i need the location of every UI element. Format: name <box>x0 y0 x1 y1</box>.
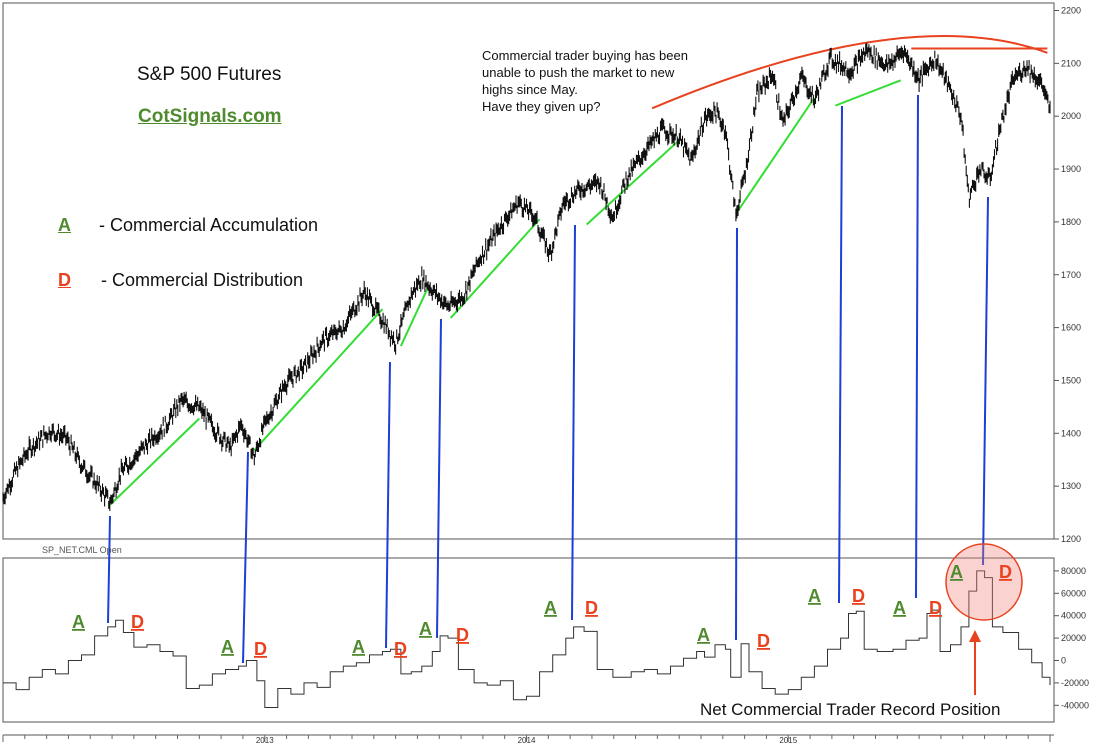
legend-distribution-text: - Commercial Distribution <box>101 270 304 290</box>
price-y-tick-label: 1900 <box>1061 164 1081 174</box>
distribution-marker: D <box>394 639 407 659</box>
net-y-tick-label: 40000 <box>1061 611 1086 621</box>
signal-markers: A DA D A DA DA DA DA DA DA D <box>72 562 1012 659</box>
net-y-tick-label: 60000 <box>1061 588 1086 598</box>
connector-line <box>571 224 576 621</box>
trend-segment <box>586 140 679 226</box>
accumulation-marker: A <box>697 625 710 645</box>
connector-line <box>915 94 919 599</box>
time-tick-label: 2014 <box>518 736 536 745</box>
legend-accumulation-letter: A <box>58 215 71 235</box>
accumulation-marker: A <box>893 598 906 618</box>
net-y-tick-label: -20000 <box>1061 678 1089 688</box>
accumulation-marker: A <box>352 637 365 657</box>
connector-line <box>982 196 989 566</box>
site-link[interactable]: CotSignals.com <box>138 106 282 127</box>
price-y-tick-label: 1500 <box>1061 375 1081 385</box>
accumulation-marker: A <box>544 598 557 618</box>
price-y-tick-label: 2000 <box>1061 111 1081 121</box>
distribution-marker: D <box>585 598 598 618</box>
resistance-overlay <box>651 35 1048 110</box>
price-series <box>2 42 1051 511</box>
resistance-arc <box>651 35 1048 110</box>
distribution-marker: D <box>757 631 770 651</box>
connector-line <box>735 227 738 641</box>
connector-lines <box>107 94 989 664</box>
distribution-marker: D <box>131 612 144 632</box>
record-callout: Net Commercial Trader Record Position <box>700 700 1001 719</box>
accumulation-marker: A <box>808 586 821 606</box>
connector-line <box>385 361 391 649</box>
accumulation-marker: A <box>950 562 963 582</box>
trend-segment <box>109 417 201 506</box>
price-bars <box>2 42 1051 511</box>
legend-accumulation-text: - Commercial Accumulation <box>99 215 319 235</box>
trend-segment <box>735 97 816 215</box>
price-y-tick-label: 1600 <box>1061 323 1081 333</box>
net-y-tick-label: 0 <box>1061 656 1066 666</box>
net-y-axis: 80000 60000 40000 20000 0 -20000 -40000 <box>1054 566 1089 710</box>
legend-distribution-letter: D <box>58 270 71 290</box>
price-panel-frame <box>2 2 1055 540</box>
time-axis: 2013 2014 2015 <box>2 735 1051 745</box>
price-y-tick-label: 1700 <box>1061 270 1081 280</box>
price-y-tick-label: 1200 <box>1061 534 1081 544</box>
price-y-axis: 2200 2100 2000 1900 1800 1700 1600 1500 1400 1300… <box>1054 6 1081 544</box>
indicator-name: SP_NET.CML Open <box>42 545 122 555</box>
net-panel-frame <box>2 557 1055 723</box>
accumulation-marker: A <box>221 637 234 657</box>
price-y-tick-label: 1300 <box>1061 481 1081 491</box>
trend-lines <box>109 79 902 506</box>
record-arrow-head <box>969 630 981 642</box>
record-position-circle <box>945 543 1023 621</box>
net-y-tick-label: -40000 <box>1061 700 1089 710</box>
distribution-marker: D <box>852 586 865 606</box>
connector-line <box>838 105 843 604</box>
net-y-tick-label: 20000 <box>1061 633 1086 643</box>
price-y-tick-label: 1800 <box>1061 217 1081 227</box>
price-y-tick-label: 2200 <box>1061 6 1081 16</box>
trend-segment <box>399 289 428 347</box>
time-tick-label: 2015 <box>779 736 797 745</box>
accumulation-marker: A <box>72 612 85 632</box>
distribution-marker: D <box>456 625 469 645</box>
chart-title: S&P 500 Futures <box>137 64 282 85</box>
connector-line <box>242 451 249 664</box>
price-y-tick-label: 2100 <box>1061 58 1081 68</box>
accumulation-marker: A <box>419 619 432 639</box>
distribution-marker: D <box>254 639 267 659</box>
annotation-note: Commercial trader buying has been unable… <box>482 48 688 114</box>
net-y-tick-label: 80000 <box>1061 566 1086 576</box>
net-commercial-line <box>3 570 1051 708</box>
connector-line <box>107 515 111 624</box>
distribution-marker: D <box>999 562 1012 582</box>
price-y-tick-label: 1400 <box>1061 428 1081 438</box>
trend-segment <box>835 79 902 107</box>
trend-segment <box>449 218 541 319</box>
net-commercial-series <box>3 570 1051 708</box>
time-tick-label: 2013 <box>256 736 274 745</box>
trend-segment <box>253 308 384 451</box>
connector-line <box>436 318 442 639</box>
distribution-marker: D <box>929 598 942 618</box>
